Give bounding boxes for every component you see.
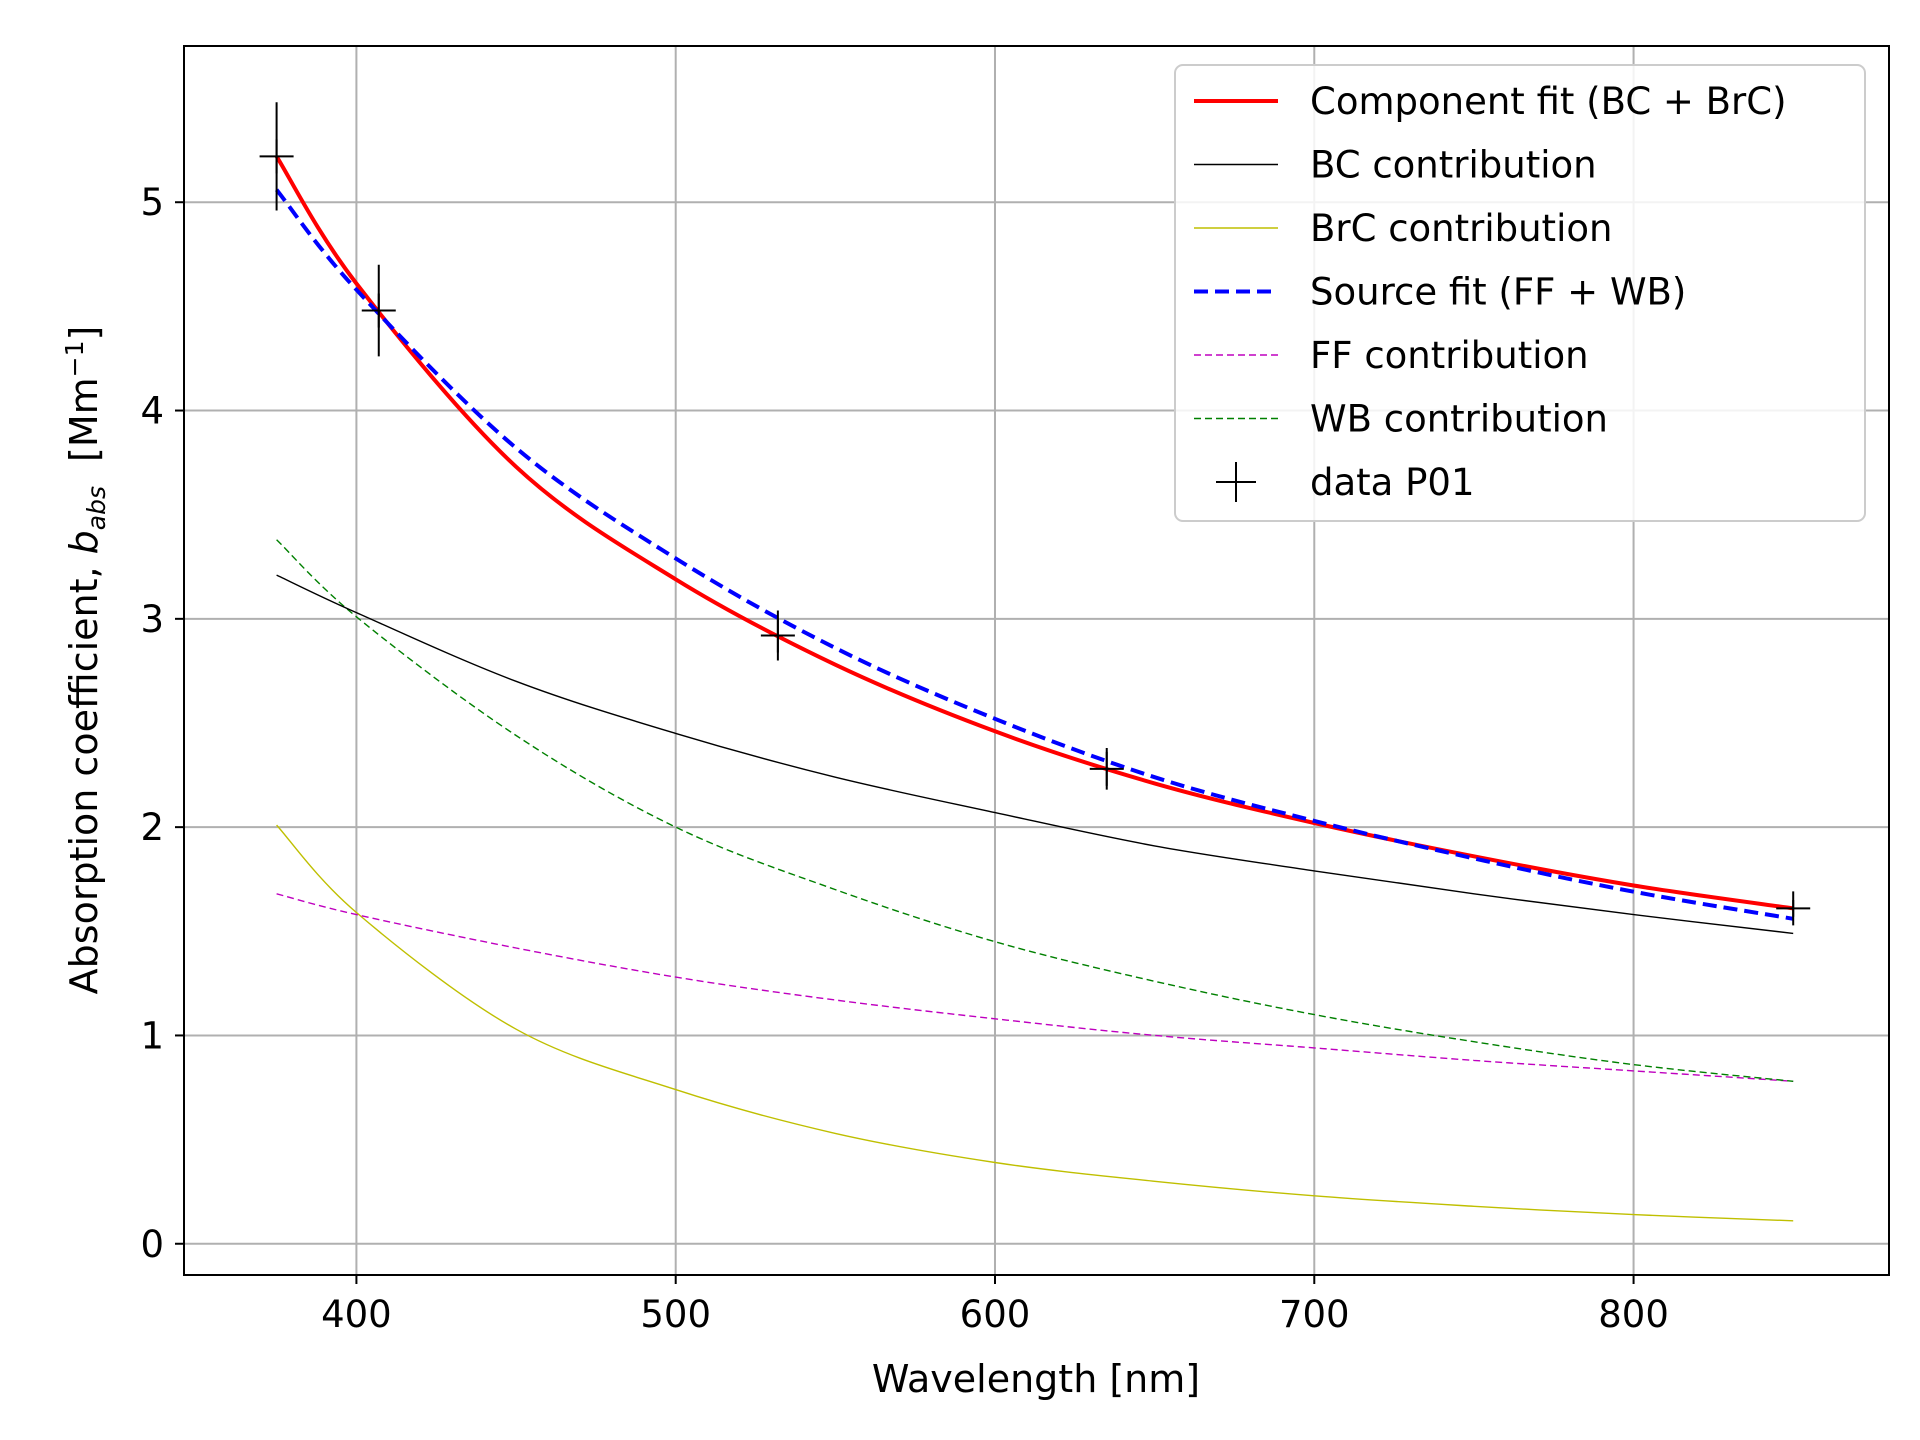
axes-frame [183, 45, 1890, 1276]
legend-item-ff-contribution: FF contribution [1194, 334, 1589, 377]
legend-item-component-fit-bc-brc: Component fit (BC + BrC) [1194, 80, 1787, 123]
y-axis-label-unit-close: ] [62, 326, 106, 341]
legend-label: data P01 [1310, 461, 1475, 504]
series-line-bc-contribution [276, 574, 1794, 935]
series-line-ff-contribution [276, 893, 1794, 1082]
legend-label: WB contribution [1310, 398, 1608, 441]
x-tick-label: 700 [1279, 1293, 1350, 1336]
y-axis-label-unit-open: [Mm [62, 377, 106, 462]
legend-item-bc-contribution: BC contribution [1194, 144, 1597, 187]
y-axis-label-unit-exponent: −1 [60, 340, 89, 377]
legend-item-brc-contribution: BrC contribution [1194, 207, 1612, 250]
legend-label: Component fit (BC + BrC) [1310, 80, 1787, 123]
data-point [259, 102, 294, 211]
series-line-wb-contribution [276, 539, 1794, 1082]
data-point [760, 610, 795, 661]
legend-item-data-p01: data P01 [1216, 461, 1475, 504]
x-axis-label: Wavelength [nm] [872, 1357, 1200, 1401]
y-tick-label: 4 [140, 390, 164, 433]
series-group [274, 155, 1794, 1222]
legend-label: BC contribution [1310, 144, 1597, 187]
y-tick-label: 5 [140, 181, 164, 224]
legend-label: FF contribution [1310, 334, 1589, 377]
y-axis-label-symbol: b [62, 530, 106, 554]
y-axis-label-subscript: abs [82, 486, 111, 530]
y-tick-label: 0 [140, 1223, 164, 1266]
x-tick-label: 800 [1598, 1293, 1669, 1336]
legend-label: BrC contribution [1310, 207, 1612, 250]
series-line-source-fit-ff-wb [275, 188, 1794, 921]
legend-item-source-fit-ff-wb: Source fit (FF + WB) [1194, 271, 1686, 314]
y-axis-label-prefix: Absorption coefficient, [62, 554, 106, 994]
series-line-component-fit-bc-brc [274, 155, 1794, 911]
y-tick-label: 1 [140, 1014, 164, 1057]
x-tick-label: 400 [321, 1293, 392, 1336]
x-tick-label: 500 [640, 1293, 711, 1336]
data-point [1776, 891, 1811, 926]
legend-item-wb-contribution: WB contribution [1194, 398, 1608, 441]
legend-label: Source fit (FF + WB) [1310, 271, 1686, 314]
data-point [1089, 747, 1124, 790]
legend-items: Component fit (BC + BrC) BC contribution B… [1194, 80, 1787, 504]
data-point [361, 264, 396, 357]
y-tick-label: 2 [140, 806, 164, 849]
ticks: 400 500 600 700 800 0 1 2 3 4 5 [140, 181, 1668, 1336]
series-line-brc-contribution [276, 824, 1794, 1222]
x-tick-label: 600 [960, 1293, 1031, 1336]
legend: Component fit (BC + BrC) BC contribution B… [1174, 64, 1866, 522]
data-markers [259, 102, 1811, 926]
y-axis-label: Absorption coefficient, babs [Mm−1] [60, 326, 111, 995]
y-tick-label: 3 [140, 598, 164, 641]
legend-box [1174, 64, 1866, 522]
